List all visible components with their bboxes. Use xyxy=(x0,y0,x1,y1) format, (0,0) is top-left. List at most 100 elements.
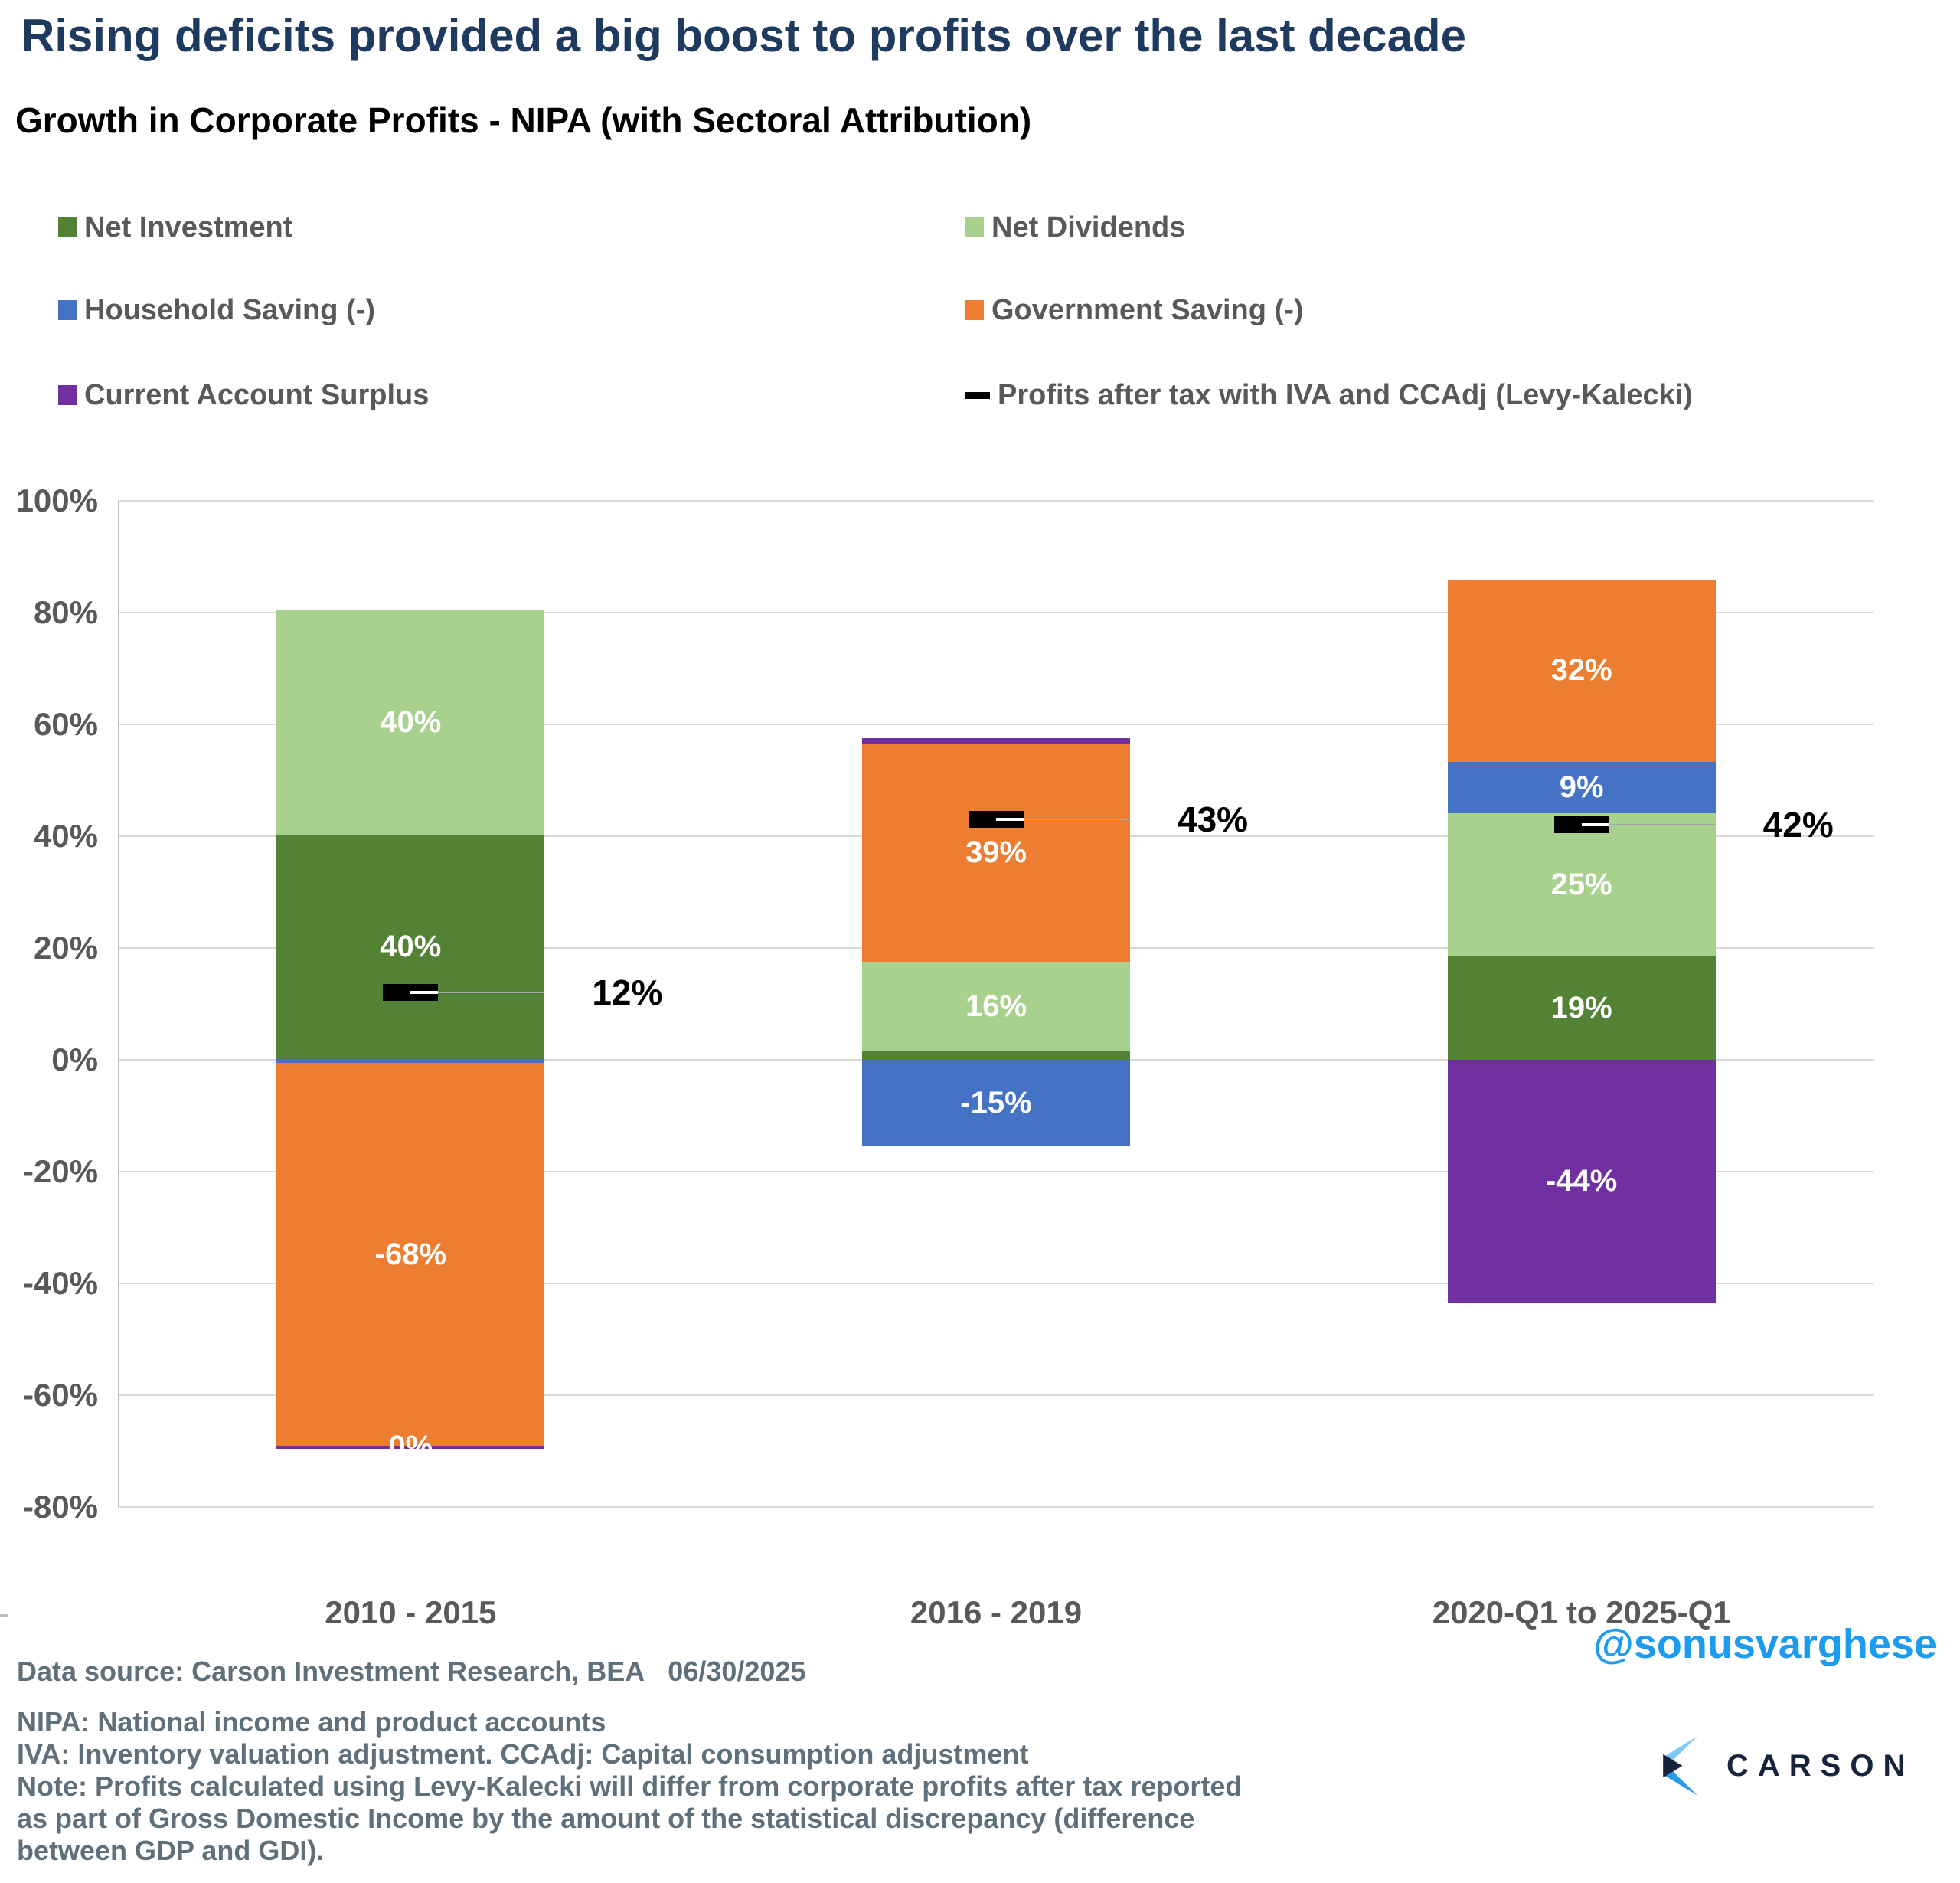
segment-value-label: 16% xyxy=(965,989,1027,1023)
leader-line xyxy=(1609,824,1716,826)
legend-item: Household Saving (-) xyxy=(58,291,375,329)
y-tick-label: -80% xyxy=(22,1489,98,1525)
page-title: Rising deficits provided a big boost to … xyxy=(21,10,1466,61)
marker-inner-line xyxy=(1581,823,1609,827)
legend-item: Net Dividends xyxy=(965,208,1185,247)
bar-3: 19% 25% 9% 32% -44% xyxy=(1447,579,1716,1303)
segment-value-label: 19% xyxy=(1550,990,1612,1025)
bar-segment: 25% xyxy=(1447,813,1716,956)
legend-item-label: Profits after tax with IVA and CCAdj (Le… xyxy=(998,378,1693,411)
levy-kalecki-marker xyxy=(1553,816,1609,834)
footnote-line: between GDP and GDI). xyxy=(17,1835,325,1866)
legend: Net Investment Net Dividends Household Sav… xyxy=(0,0,1960,459)
x-tick-label: 2010 - 2015 xyxy=(325,1594,497,1630)
y-tick-label: -40% xyxy=(22,1265,98,1301)
gridline xyxy=(118,1283,1874,1284)
bar-segment xyxy=(862,1051,1130,1060)
gridline xyxy=(118,612,1874,613)
bar-2: 16% -15% 39% xyxy=(862,737,1130,1146)
legend-item-label: Net Investment xyxy=(84,211,293,244)
segment-value-label: 9% xyxy=(1559,770,1604,804)
y-tick-label: -60% xyxy=(22,1377,98,1413)
footnote-line: IVA: Inventory valuation adjustment. CCA… xyxy=(17,1738,1029,1770)
marker-inner-line xyxy=(410,991,439,995)
segment-value-label: -68% xyxy=(374,1237,447,1271)
footnote-line: NIPA: National income and product accoun… xyxy=(17,1706,606,1738)
author-handle: @sonusvarghese xyxy=(1593,1621,1937,1667)
legend-square-marker-icon xyxy=(58,300,77,320)
segment-value-label: 32% xyxy=(1550,653,1612,688)
axis-tick-artifact xyxy=(0,1614,8,1617)
bar-segment: 9% xyxy=(1447,761,1716,814)
segment-value-label: 40% xyxy=(380,704,442,739)
chart-subtitle: Growth in Corporate Profits - NIPA (with… xyxy=(15,100,1032,140)
footnote-line: as part of Gross Domestic Income by the … xyxy=(17,1803,1195,1834)
y-tick-label: 60% xyxy=(33,706,98,742)
legend-square-marker-icon xyxy=(58,217,77,237)
legend-square-marker-icon xyxy=(965,217,984,237)
segment-value-label: 0% xyxy=(388,1430,433,1450)
y-tick-label: -20% xyxy=(22,1153,98,1189)
bar-segment: 40% xyxy=(276,610,545,835)
levy-kalecki-marker xyxy=(383,984,439,1002)
legend-item: Current Account Surplus xyxy=(58,376,429,414)
bar-segment: 0% xyxy=(276,1430,545,1450)
segment-value-label: 40% xyxy=(380,930,442,964)
carson-logo-icon xyxy=(1663,1736,1698,1796)
segment-value-label: -44% xyxy=(1545,1164,1618,1198)
legend-item-label: Household Saving (-) xyxy=(84,293,375,326)
footnotes: NIPA: National income and product accoun… xyxy=(17,1706,1242,1867)
bar-segment: 32% xyxy=(1447,579,1716,762)
gridline xyxy=(118,724,1874,725)
bar-segment: 16% xyxy=(862,961,1130,1052)
gridline xyxy=(118,1506,1874,1508)
x-tick-label: 2020-Q1 to 2025-Q1 xyxy=(1432,1594,1731,1630)
gridline xyxy=(118,1394,1874,1396)
plot-area: 40% 40% -68% 0% 12% 16% -15% 39% 43% 19% 25% 9% 32% -… xyxy=(118,500,1874,1508)
legend-item-label: Current Account Surplus xyxy=(84,378,430,411)
legend-item: Profits after tax with IVA and CCAdj (Le… xyxy=(965,376,1693,414)
y-tick-label: 20% xyxy=(33,930,98,966)
gridline xyxy=(118,500,1874,502)
line-value-label: 43% xyxy=(1178,799,1249,840)
bar-segment: -68% xyxy=(276,1063,545,1446)
data-source-text: Data source: Carson Investment Research,… xyxy=(17,1656,645,1687)
carson-logo-text: CARSON xyxy=(1726,1748,1915,1783)
legend-item: Government Saving (-) xyxy=(965,291,1304,329)
bar-segment xyxy=(276,1059,545,1064)
line-value-label: 12% xyxy=(592,973,663,1013)
footnote-line: Note: Profits calculated using Levy-Kale… xyxy=(17,1770,1243,1802)
bar-segment xyxy=(862,737,1130,744)
x-tick-label: 2016 - 2019 xyxy=(910,1594,1083,1630)
segment-value-label: 25% xyxy=(1550,867,1612,901)
bar-segment: -15% xyxy=(862,1059,1130,1146)
data-source-date: 06/30/2025 xyxy=(668,1656,806,1687)
legend-item-label: Government Saving (-) xyxy=(991,293,1304,326)
bar-segment: 19% xyxy=(1447,956,1716,1060)
legend-item-label: Net Dividends xyxy=(991,211,1186,244)
bar-segment: 39% xyxy=(862,743,1130,962)
bar-segment: -44% xyxy=(1447,1059,1716,1303)
bar-1: 40% 40% -68% 0% xyxy=(276,610,545,1450)
y-tick-label: 0% xyxy=(51,1041,98,1077)
marker-inner-line xyxy=(996,818,1024,822)
levy-kalecki-marker xyxy=(969,811,1024,829)
legend-dash-marker-icon xyxy=(965,391,990,399)
gridline xyxy=(118,1171,1874,1172)
legend-square-marker-icon xyxy=(965,300,984,320)
segment-value-label: 39% xyxy=(965,835,1027,869)
legend-square-marker-icon xyxy=(58,385,77,405)
carson-logo: CARSON xyxy=(1658,1732,1914,1800)
data-source-note: Data source: Carson Investment Research,… xyxy=(17,1656,805,1688)
bar-segment: 40% xyxy=(276,834,545,1060)
y-tick-label: 40% xyxy=(33,818,98,854)
legend-item: Net Investment xyxy=(58,208,292,247)
line-value-label: 42% xyxy=(1762,805,1834,845)
y-tick-label: 80% xyxy=(33,594,98,630)
y-axis-line xyxy=(118,501,119,1507)
segment-value-label: -15% xyxy=(960,1085,1032,1120)
leader-line xyxy=(438,992,545,994)
y-tick-label: 100% xyxy=(15,482,98,518)
leader-line xyxy=(1024,819,1130,821)
